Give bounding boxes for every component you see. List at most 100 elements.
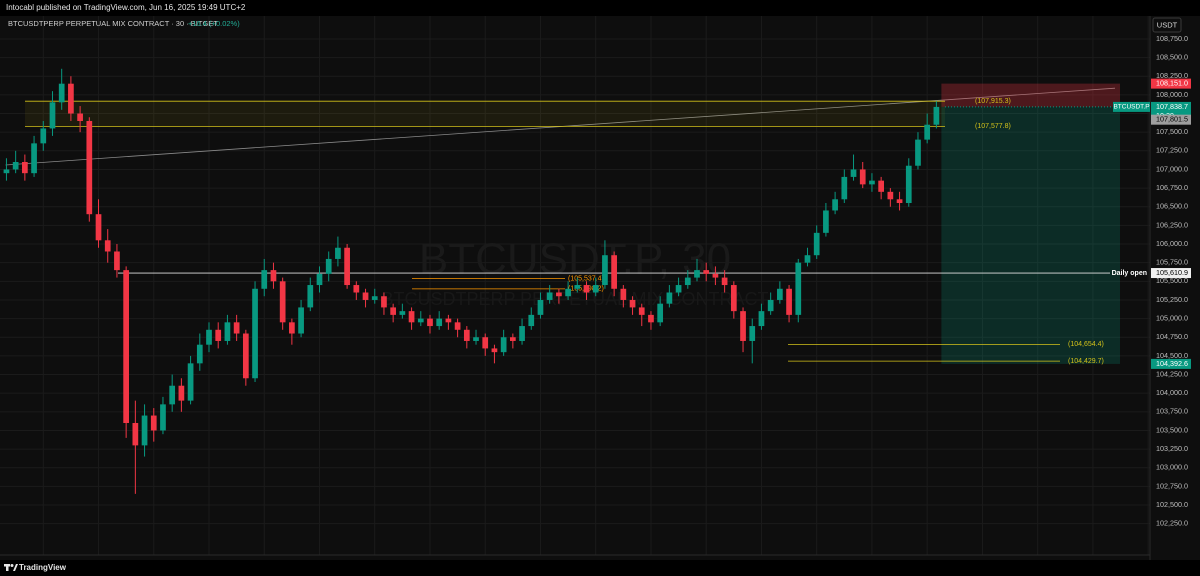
candle-body (408, 311, 415, 323)
candle-body (445, 318, 452, 323)
candle-body (592, 285, 599, 293)
candle-body (49, 102, 56, 129)
candle-body (362, 292, 369, 300)
candle-body (786, 288, 792, 315)
target-zone (941, 106, 1120, 364)
y-tick-label: 108,250.0 (1156, 71, 1188, 80)
x-tick-label: 12:00 (1084, 558, 1103, 560)
candle-body (298, 307, 304, 334)
candle-body (823, 210, 829, 233)
daily-open-label: 105,610.9 (1156, 268, 1188, 277)
y-tick-label: 103,750.0 (1156, 407, 1188, 416)
x-tick-label: 12:00 (642, 558, 661, 560)
candle-body (307, 285, 314, 308)
x-tick-label: 18:00 (34, 558, 53, 560)
brand: TradingView (19, 563, 66, 572)
candle-body (335, 247, 341, 259)
candle-body (12, 161, 19, 170)
y-tick-label: 102,750.0 (1156, 481, 1188, 490)
x-tick-label: 18:00 (255, 558, 274, 560)
candle-body (77, 113, 83, 121)
candle-body (187, 363, 194, 401)
candle-body (242, 333, 249, 379)
candle-body (574, 285, 581, 289)
candle-body (381, 296, 387, 308)
y-tick-label: 106,500.0 (1156, 202, 1188, 211)
symbol-badge (1113, 101, 1150, 112)
y-tick-label: 104,250.0 (1156, 369, 1188, 378)
candle-body (666, 292, 673, 304)
candle-body (528, 314, 535, 327)
candle-body (804, 255, 811, 263)
candle-body (224, 322, 231, 341)
logo-part (10, 564, 14, 567)
candle-body (767, 299, 774, 312)
candle-body (114, 251, 120, 271)
candle-body (684, 277, 691, 286)
footer: TradingView (0, 560, 1200, 576)
x-tick-label: 15 (536, 558, 544, 560)
x-tick-label: 06:00 (144, 558, 163, 560)
candle-body (270, 270, 277, 282)
x-tick-label: 18:00 (697, 558, 716, 560)
candle-body (169, 385, 176, 405)
candle-body (206, 329, 212, 345)
candle-body (749, 326, 756, 341)
candle-body (482, 337, 489, 349)
candle-body (583, 285, 590, 293)
x-tick-label: 13 (94, 558, 102, 560)
stop-label: 108,151.0 (1156, 79, 1188, 88)
candle-body (546, 292, 553, 300)
candle-body (141, 415, 148, 446)
candle-body (730, 285, 737, 312)
target-label: 104,392.6 (1156, 359, 1188, 368)
candle-body (427, 318, 433, 327)
y-tick-label: 107,250.0 (1156, 146, 1188, 155)
candle-body (620, 288, 627, 300)
candle-body (924, 124, 931, 140)
stop-badge (1151, 78, 1191, 89)
candle-body (859, 169, 866, 185)
y-tick-label: 105,250.0 (1156, 295, 1188, 304)
y-tick-label: 106,000.0 (1156, 239, 1188, 248)
level-label: (104,654.4) (1068, 341, 1104, 348)
candle-body (454, 322, 461, 330)
y-tick-label: 104,750.0 (1156, 332, 1188, 341)
daily-open-badge (1151, 268, 1191, 279)
candle-body (878, 180, 884, 192)
candle-body (58, 83, 65, 103)
x-tick-label: 18 (1144, 558, 1152, 560)
candle-body (740, 311, 746, 341)
candle-body (629, 299, 636, 308)
candle-body (703, 270, 710, 274)
candle-body (896, 199, 903, 204)
level-label: (107,577.8) (975, 123, 1011, 130)
candle-body (721, 277, 728, 286)
candle-body (841, 176, 848, 200)
watermark: BTCUSDT.P, 30 (419, 235, 731, 284)
daily-open-name: Daily open (1112, 270, 1147, 277)
candle-body (123, 270, 129, 424)
candle-body (905, 165, 912, 204)
candle-body (252, 288, 258, 379)
symbol-label: BTCUSDT.P (1113, 104, 1149, 111)
candle-body (316, 273, 323, 286)
candle-body (832, 199, 838, 211)
brand-logo (4, 564, 18, 571)
candle-body (509, 337, 516, 341)
candle-body (500, 337, 507, 353)
candle-body (68, 83, 74, 114)
y-tick-label: 105,000.0 (1156, 314, 1188, 323)
candle-body (150, 415, 157, 431)
candle-body (611, 255, 617, 289)
candle-body (178, 385, 185, 401)
stop-zone (941, 83, 1120, 107)
candle-body (638, 307, 645, 315)
x-tick-label: 06:00 (365, 558, 384, 560)
candle-body (675, 285, 682, 293)
y-tick-label: 108,000.0 (1156, 90, 1188, 99)
candle-body (436, 318, 443, 327)
y-tick-label: 108,500.0 (1156, 52, 1188, 61)
y-tick-label: 103,250.0 (1156, 444, 1188, 453)
x-tick-label: 18:00 (918, 558, 937, 560)
